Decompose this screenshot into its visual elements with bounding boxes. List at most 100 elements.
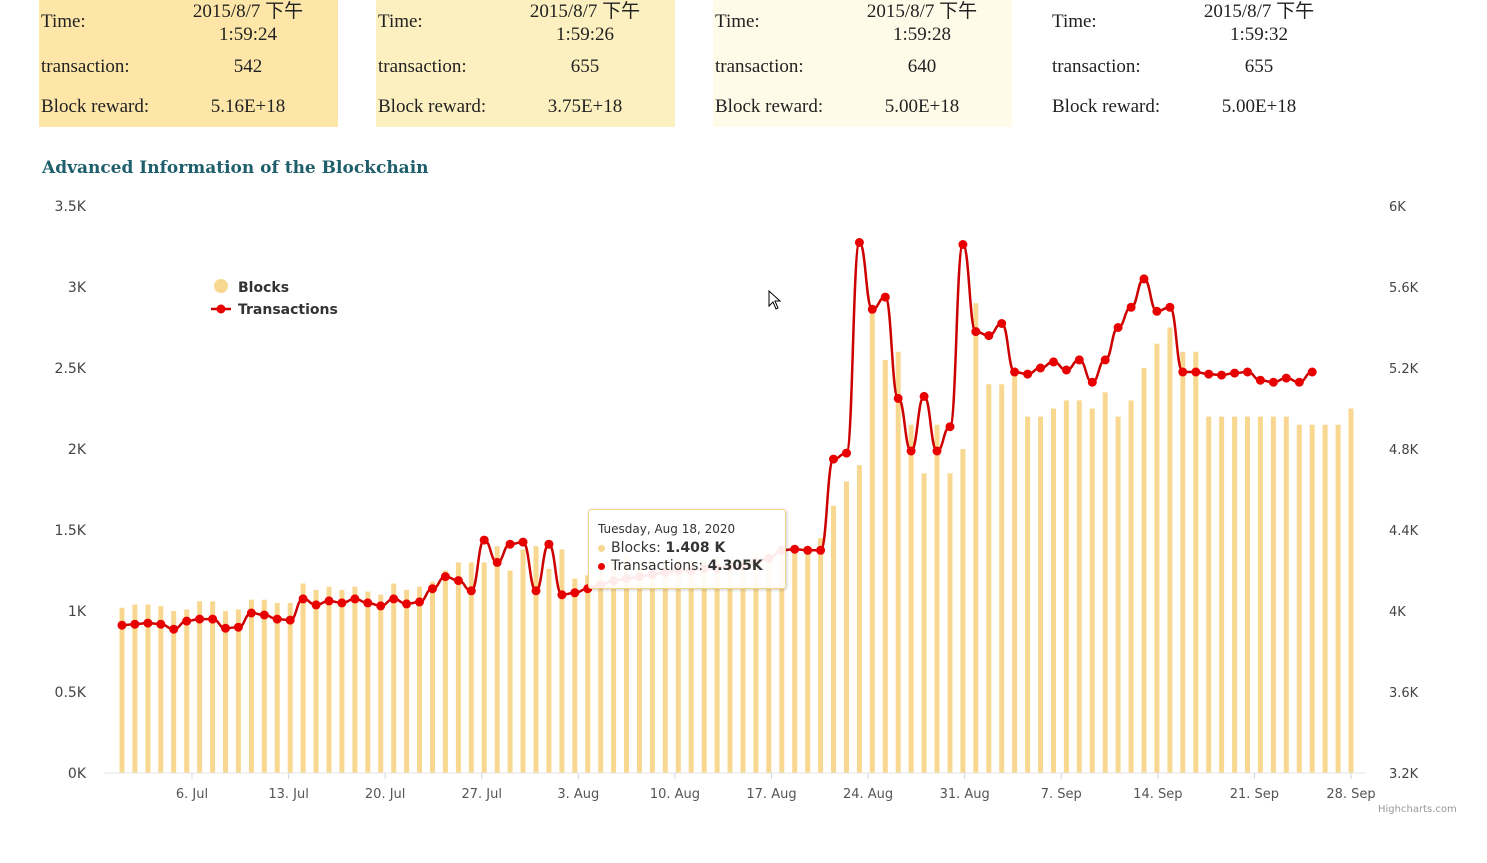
blocks-bar[interactable] [831, 505, 836, 773]
blocks-bar[interactable] [1335, 424, 1341, 773]
blocks-bar[interactable] [1089, 408, 1095, 774]
blocks-bar[interactable] [947, 473, 953, 773]
blocks-bar[interactable] [248, 599, 254, 773]
blocks-bar[interactable] [740, 557, 746, 774]
blocks-bar[interactable] [1309, 424, 1315, 773]
transactions-point[interactable] [259, 610, 269, 620]
blocks-bar[interactable] [662, 559, 668, 773]
transactions-point[interactable] [298, 594, 308, 604]
blocks-bar[interactable] [1257, 416, 1263, 773]
transactions-point[interactable] [919, 391, 929, 401]
transactions-point[interactable] [958, 240, 968, 249]
transactions-point[interactable] [246, 608, 256, 618]
blocks-bar[interactable] [1232, 416, 1238, 773]
blocks-bar[interactable] [1283, 416, 1289, 773]
transactions-point[interactable] [557, 590, 567, 600]
blocks-bar[interactable] [727, 557, 733, 774]
legend-item-blocks[interactable]: Blocks [214, 279, 289, 296]
transactions-point[interactable] [997, 319, 1007, 328]
blocks-bar[interactable] [481, 562, 487, 773]
blocks-bar[interactable] [274, 602, 280, 773]
transactions-point[interactable] [208, 614, 218, 624]
blocks-bar[interactable] [287, 602, 293, 773]
blocks-bar[interactable] [753, 554, 759, 773]
blocks-bar[interactable] [313, 589, 319, 773]
blocks-bar[interactable] [417, 586, 422, 773]
blocks-bar[interactable] [171, 611, 177, 773]
transactions-point[interactable] [363, 598, 373, 608]
transactions-point[interactable] [518, 537, 528, 547]
transactions-point[interactable] [984, 331, 994, 341]
blocks-bar[interactable] [520, 549, 526, 773]
transactions-point[interactable] [324, 596, 334, 606]
blocks-bar[interactable] [507, 570, 513, 774]
blocks-bar[interactable] [300, 583, 306, 774]
blocks-bar[interactable] [986, 384, 992, 773]
blocks-bar[interactable] [1206, 416, 1212, 773]
transactions-point[interactable] [311, 600, 321, 610]
transactions-point[interactable] [492, 557, 502, 567]
blocks-bar[interactable] [882, 359, 888, 773]
transactions-point[interactable] [117, 620, 127, 630]
blocks-bar[interactable] [934, 424, 940, 773]
blocks-bar[interactable] [598, 567, 604, 773]
blocks-bar[interactable] [1219, 416, 1225, 773]
blocks-bar[interactable] [973, 303, 979, 773]
blocks-bar[interactable] [688, 559, 694, 773]
blocks-bar[interactable] [261, 599, 267, 773]
blocks-bar[interactable] [675, 559, 681, 773]
transactions-point[interactable] [1061, 365, 1071, 375]
blocks-bar[interactable] [1180, 351, 1186, 773]
blocks-bar[interactable] [430, 581, 435, 773]
transactions-point[interactable] [479, 535, 489, 545]
transactions-point[interactable] [440, 572, 450, 582]
blocks-bar[interactable] [494, 546, 500, 773]
blocks-bar[interactable] [132, 604, 138, 774]
blocks-bar[interactable] [611, 562, 617, 773]
transactions-point[interactable] [1126, 302, 1136, 312]
transactions-point[interactable] [842, 448, 851, 458]
transactions-point[interactable] [1178, 367, 1188, 377]
transactions-point[interactable] [945, 422, 955, 432]
transactions-point[interactable] [971, 327, 981, 337]
transactions-point[interactable] [272, 614, 282, 624]
transactions-point[interactable] [531, 586, 541, 596]
transactions-point[interactable] [156, 619, 166, 629]
blocks-bar[interactable] [960, 449, 966, 773]
blocks-bar[interactable] [546, 568, 552, 773]
blocks-bar[interactable] [908, 424, 914, 773]
transactions-point[interactable] [1100, 355, 1110, 365]
blocks-bar[interactable] [235, 609, 241, 773]
blocks-bar[interactable] [404, 589, 410, 773]
transactions-point[interactable] [790, 544, 800, 554]
transactions-point[interactable] [233, 622, 243, 632]
blocks-bar[interactable] [378, 594, 384, 773]
blocks-bar[interactable] [455, 562, 461, 773]
blocks-bar[interactable] [1322, 424, 1328, 773]
blocks-bar[interactable] [869, 311, 875, 773]
blocks-bar[interactable] [119, 607, 125, 773]
blocks-bar[interactable] [714, 557, 720, 774]
blocks-bar[interactable] [1245, 416, 1250, 773]
transactions-point[interactable] [1243, 367, 1252, 377]
transactions-point[interactable] [1010, 367, 1020, 377]
blocks-bar[interactable] [1115, 416, 1121, 773]
transactions-point[interactable] [544, 539, 554, 549]
blocks-bar[interactable] [1270, 416, 1276, 773]
blocks-bar[interactable] [197, 601, 203, 773]
transactions-point[interactable] [1204, 369, 1214, 379]
transactions-point[interactable] [1152, 306, 1162, 316]
transactions-point[interactable] [1165, 302, 1175, 312]
blocks-bar[interactable] [818, 538, 824, 773]
transactions-point[interactable] [570, 588, 580, 598]
transactions-point[interactable] [880, 292, 890, 302]
blocks-bar[interactable] [766, 554, 772, 773]
blocks-bar[interactable] [158, 606, 164, 773]
blocks-bar[interactable] [1012, 376, 1018, 773]
transactions-point[interactable] [867, 304, 877, 314]
transactions-point[interactable] [195, 614, 205, 624]
blocks-bar[interactable] [895, 351, 901, 773]
blocks-bar[interactable] [391, 583, 397, 774]
transactions-point[interactable] [1281, 373, 1291, 383]
transactions-point[interactable] [402, 599, 412, 609]
